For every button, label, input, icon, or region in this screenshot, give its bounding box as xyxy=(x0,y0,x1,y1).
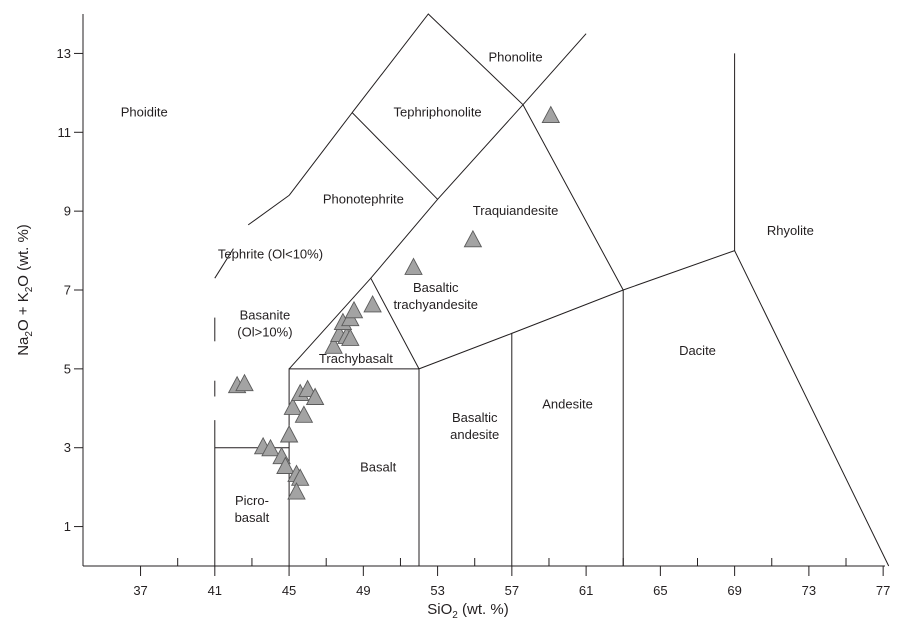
field-label: Andesite xyxy=(542,396,593,411)
y-tick-label: 9 xyxy=(64,204,71,219)
x-tick-label: 65 xyxy=(653,583,667,598)
y-axis-title: Na2O + K2O (wt. %) xyxy=(15,224,35,356)
field-label: Tephriphonolite xyxy=(393,105,481,120)
field-boundary xyxy=(288,368,420,566)
y-tick-label: 3 xyxy=(64,440,71,455)
x-axis-ticks: 37 41 45 49 53 57 61 65 69 73 77 xyxy=(133,558,890,598)
field-label: Basaltic trachyandesite xyxy=(393,280,478,312)
field-boundary xyxy=(418,332,513,566)
sample-point xyxy=(341,328,360,346)
y-tick-label: 7 xyxy=(64,283,71,298)
sample-point xyxy=(287,482,306,500)
field-label: Dacite xyxy=(679,343,716,358)
x-tick-label: 57 xyxy=(505,583,519,598)
sample-point xyxy=(276,456,295,474)
sample-points xyxy=(227,105,561,500)
field-label: Basaltic andesite xyxy=(450,410,499,442)
x-tick-label: 61 xyxy=(579,583,593,598)
field-label: Basanite (Ol>10%) xyxy=(237,308,292,340)
field-label: Phonotephrite xyxy=(323,191,404,206)
sample-point xyxy=(294,405,314,423)
x-tick-label: 49 xyxy=(356,583,370,598)
x-tick-label: 41 xyxy=(208,583,222,598)
y-tick-label: 5 xyxy=(64,361,71,376)
x-tick-label: 69 xyxy=(727,583,741,598)
x-tick-label: 37 xyxy=(133,583,147,598)
field-label: Rhyolite xyxy=(767,223,814,238)
x-tick-label: 53 xyxy=(430,583,444,598)
field-boundary xyxy=(370,103,624,291)
field-boundary xyxy=(247,194,290,226)
field-boundary xyxy=(351,13,587,113)
field-label: Trachybasalt xyxy=(319,351,393,366)
rock-field-labels: Phonolite Phoidite Tephriphonolite Phonotep… xyxy=(121,49,814,525)
x-axis-title: SiO2 (wt. %) xyxy=(427,601,508,621)
field-boundaries xyxy=(214,13,890,567)
sample-point xyxy=(290,468,310,486)
sample-point xyxy=(283,397,303,415)
field-label: Phonolite xyxy=(488,49,542,64)
sample-point xyxy=(298,379,317,398)
field-label: Picro-basalt xyxy=(235,493,270,525)
sample-point xyxy=(279,425,299,443)
field-label: Phoidite xyxy=(121,105,168,120)
sample-point xyxy=(305,387,325,405)
sample-point xyxy=(363,294,382,313)
sample-point xyxy=(235,373,254,392)
sample-point xyxy=(261,438,280,457)
sample-point xyxy=(324,336,343,354)
field-boundary xyxy=(511,289,624,566)
sample-point xyxy=(344,300,364,319)
field-label: Tephrite (Ol<10%) xyxy=(218,246,323,261)
sample-point xyxy=(404,257,423,275)
y-tick-label: 11 xyxy=(58,125,72,140)
y-tick-label: 1 xyxy=(64,519,71,534)
y-tick-label: 13 xyxy=(57,46,71,61)
x-tick-label: 77 xyxy=(876,583,890,598)
sample-point xyxy=(541,105,561,124)
field-label: Traquiandesite xyxy=(473,203,559,218)
field-boundary xyxy=(288,111,438,200)
sample-point xyxy=(463,229,483,248)
x-tick-label: 73 xyxy=(802,583,816,598)
x-tick-label: 45 xyxy=(282,583,296,598)
field-boundary xyxy=(214,248,234,279)
field-label: Basalt xyxy=(360,459,397,474)
field-boundary xyxy=(623,249,890,567)
